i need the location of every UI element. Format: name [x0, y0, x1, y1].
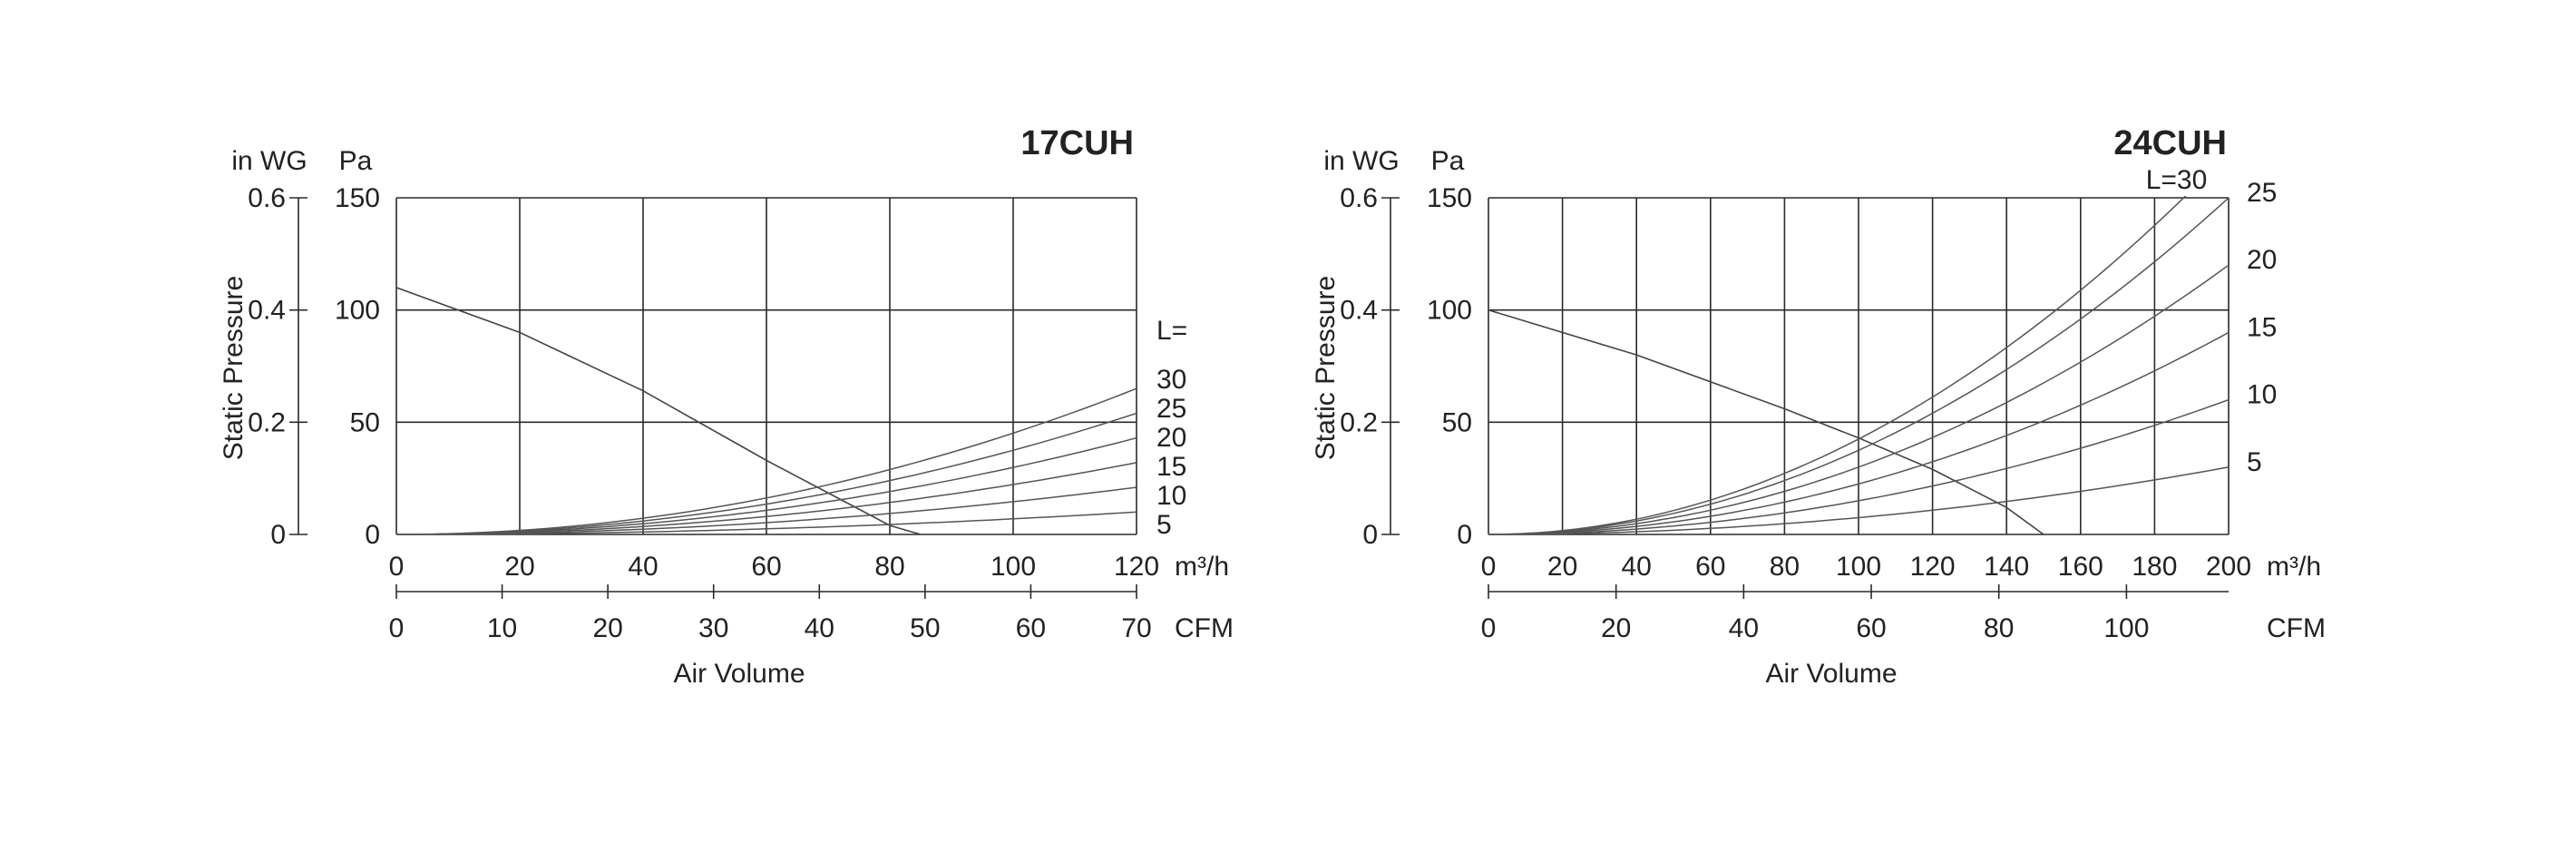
- x-unit-m3h: m³/h: [1175, 552, 1229, 582]
- y-unit-inwg: in WG: [1323, 146, 1399, 176]
- y-unit-pa: Pa: [339, 146, 373, 176]
- plot-area: [1488, 196, 2229, 534]
- y-tick-label-pa: 50: [1442, 407, 1472, 437]
- x-tick-label-cfm: 0: [389, 613, 405, 643]
- duct-curve-L20: [1488, 264, 2229, 534]
- x-tick-label-m3h: 120: [1910, 552, 1956, 582]
- y-tick-label-pa: 0: [1457, 520, 1472, 550]
- y-tick-label-inwg: 0.4: [1340, 296, 1378, 326]
- duct-label-prefix: L=: [1156, 316, 1187, 346]
- fan-curve: [1488, 309, 2044, 534]
- y-tick-label-inwg: 0: [270, 520, 286, 550]
- y-unit-inwg: in WG: [231, 146, 307, 176]
- duct-curve-label: 20: [1156, 423, 1186, 453]
- y-tick-label-inwg: 0.2: [1340, 407, 1378, 437]
- x-tick-label-m3h: 60: [1695, 552, 1725, 582]
- duct-curve-L5: [1488, 466, 2229, 534]
- y-axis-label: Static Pressure: [1311, 276, 1341, 460]
- x-axis-label: Air Volume: [1765, 659, 1897, 689]
- x-tick-label-cfm: 40: [805, 613, 834, 643]
- fan-curve: [396, 287, 922, 534]
- y-tick-label-pa: 100: [335, 296, 380, 326]
- x-tick-label-cfm: 30: [698, 613, 728, 643]
- duct-curve-L30: [1488, 196, 2187, 534]
- duct-curve-L25: [1488, 197, 2229, 534]
- y-tick-label-pa: 150: [335, 183, 380, 213]
- plot-area: [396, 287, 1137, 534]
- x-tick-label-m3h: 60: [751, 552, 781, 582]
- x-tick-label-m3h: 120: [1114, 552, 1159, 582]
- x-tick-label-cfm: 10: [487, 613, 517, 643]
- x-tick-label-m3h: 80: [1770, 552, 1800, 582]
- y-tick-label-inwg: 0.2: [248, 407, 286, 437]
- duct-curve-L30: [396, 387, 1137, 534]
- y-tick-label-pa: 100: [1427, 296, 1472, 326]
- duct-curve-label: 25: [2247, 178, 2277, 208]
- x-tick-label-cfm: 70: [1121, 613, 1151, 643]
- chart-title: 17CUH: [1020, 124, 1134, 162]
- chart-title: 24CUH: [2113, 124, 2227, 162]
- x-unit-m3h: m³/h: [2267, 552, 2321, 582]
- x-axis-label: Air Volume: [673, 659, 805, 689]
- x-unit-cfm: CFM: [2267, 613, 2326, 643]
- y-unit-pa: Pa: [1431, 146, 1465, 176]
- y-tick-label-pa: 0: [365, 520, 380, 550]
- duct-curve-L10: [1488, 398, 2229, 534]
- duct-curve-label: 20: [2247, 245, 2277, 275]
- y-tick-label-inwg: 0: [1362, 520, 1378, 550]
- duct-curve-label: 25: [1156, 394, 1186, 424]
- duct-curve-label: 15: [1156, 452, 1186, 482]
- x-tick-label-cfm: 20: [1601, 613, 1631, 643]
- x-tick-label-m3h: 140: [1984, 552, 2029, 582]
- duct-curve-label: 15: [2247, 312, 2277, 342]
- x-tick-label-cfm: 50: [910, 613, 940, 643]
- x-tick-label-cfm: 40: [1729, 613, 1759, 643]
- x-tick-label-m3h: 0: [389, 552, 405, 582]
- x-tick-label-cfm: 20: [592, 613, 622, 643]
- x-tick-label-cfm: 60: [1016, 613, 1046, 643]
- duct-curve-L15: [396, 462, 1137, 534]
- y-axis-label: Static Pressure: [219, 276, 249, 460]
- x-tick-label-m3h: 160: [2058, 552, 2103, 582]
- duct-curve-label: 10: [1156, 481, 1186, 511]
- x-tick-label-m3h: 100: [990, 552, 1036, 582]
- duct-curve-L5: [396, 511, 1137, 534]
- duct-curve-L15: [1488, 331, 2229, 534]
- duct-curve-label: L=30: [2146, 165, 2208, 195]
- duct-curve-label: 10: [2247, 380, 2277, 410]
- x-tick-label-m3h: 40: [1622, 552, 1652, 582]
- y-tick-label-inwg: 0.6: [248, 183, 286, 213]
- x-tick-label-cfm: 100: [2103, 613, 2149, 643]
- y-tick-label-pa: 150: [1427, 183, 1472, 213]
- x-tick-label-m3h: 180: [2132, 552, 2177, 582]
- y-tick-label-inwg: 0.6: [1340, 183, 1378, 213]
- y-tick-label-pa: 50: [350, 407, 380, 437]
- duct-curve-label: 5: [2247, 447, 2262, 477]
- x-tick-label-m3h: 20: [504, 552, 534, 582]
- x-tick-label-m3h: 20: [1547, 552, 1577, 582]
- x-tick-label-m3h: 200: [2206, 552, 2251, 582]
- x-tick-label-m3h: 100: [1836, 552, 1881, 582]
- x-tick-label-cfm: 80: [1984, 613, 2014, 643]
- y-tick-label-inwg: 0.4: [248, 296, 286, 326]
- duct-curve-L20: [396, 436, 1137, 534]
- duct-curve-label: 5: [1156, 510, 1172, 540]
- x-tick-label-m3h: 40: [628, 552, 658, 582]
- x-unit-cfm: CFM: [1175, 613, 1234, 643]
- x-tick-label-cfm: 0: [1481, 613, 1497, 643]
- x-tick-label-cfm: 60: [1856, 613, 1886, 643]
- x-tick-label-m3h: 80: [874, 552, 904, 582]
- duct-curve-label: 30: [1156, 365, 1186, 395]
- x-tick-label-m3h: 0: [1481, 552, 1497, 582]
